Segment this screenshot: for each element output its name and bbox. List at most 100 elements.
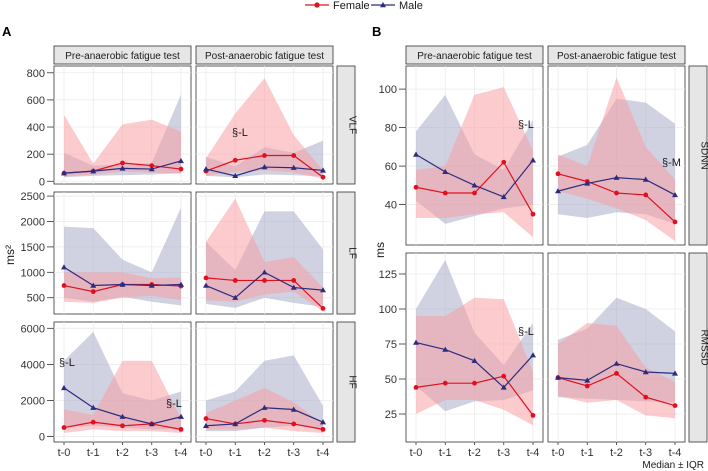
- female-point: [320, 306, 326, 311]
- female-point: [614, 190, 619, 196]
- x-tick-label: t-0: [58, 447, 71, 459]
- x-tick-label: t-3: [287, 447, 300, 459]
- female-point: [472, 190, 477, 196]
- iqr-band-female: [558, 77, 675, 242]
- legend-male-marker: [380, 2, 386, 8]
- x-tick-label: t-4: [175, 447, 188, 459]
- female-point: [291, 153, 297, 158]
- y-tick-label: 2500: [21, 191, 45, 203]
- female-point: [120, 160, 125, 166]
- x-tick-label: t-1: [229, 447, 242, 459]
- male-point: [555, 188, 561, 194]
- female-point: [320, 174, 326, 180]
- facet-vlf-post: §-L: [195, 65, 334, 185]
- male-point: [613, 174, 620, 180]
- male-point: [672, 191, 678, 198]
- row-strip-label: VLF: [347, 116, 358, 134]
- female-point: [178, 166, 184, 172]
- y-tick-label: 125: [379, 269, 397, 281]
- y-tick-label: 50: [385, 374, 397, 386]
- male-point: [203, 422, 209, 428]
- female-point: [472, 380, 477, 386]
- male-point: [148, 166, 155, 172]
- male-point: [442, 346, 449, 352]
- panel-a-tag: A: [2, 24, 12, 39]
- female-point: [413, 184, 419, 190]
- male-point: [232, 172, 239, 179]
- male-point: [613, 360, 620, 366]
- male-point: [261, 269, 268, 275]
- significance-annotation: §-L: [232, 127, 248, 139]
- female-point: [501, 159, 507, 165]
- iqr-band-female: [64, 114, 181, 177]
- iqr-band-female: [558, 323, 675, 419]
- facet-hf-post: t-0 t-1 t-2 t-3 t-4: [195, 321, 334, 459]
- female-point: [178, 426, 184, 432]
- column-strip: [405, 45, 544, 65]
- column-strip-label: Post-anaerobic fatigue test: [205, 51, 324, 62]
- x-tick-label: t-0: [410, 447, 423, 459]
- row-strip: [336, 321, 356, 443]
- male-point: [90, 282, 97, 288]
- row-strip: [688, 252, 708, 443]
- row-strip-label: LF: [347, 247, 358, 259]
- female-point: [120, 423, 125, 429]
- female-point: [555, 171, 561, 177]
- y-tick-label: 4000: [21, 359, 45, 371]
- male-point: [584, 377, 591, 383]
- iqr-band-female: [206, 198, 323, 311]
- female-point: [413, 385, 419, 390]
- male-point: [90, 168, 97, 174]
- male-point: [261, 164, 268, 170]
- male-point: [232, 294, 239, 300]
- male-point: [413, 151, 419, 157]
- male-point: [500, 384, 507, 390]
- panel-a: Pre-anaerobic fatigue test Post-anaerobic…: [21, 45, 358, 459]
- female-point: [442, 380, 448, 386]
- y-tick-label: 1500: [21, 242, 45, 254]
- iqr-band-female: [64, 360, 181, 433]
- female-point: [672, 403, 678, 408]
- y-tick-label: 25: [385, 409, 397, 421]
- male-point: [320, 167, 326, 173]
- male-point: [61, 384, 67, 391]
- female-point: [291, 278, 297, 283]
- male-point: [261, 404, 268, 410]
- row-strip-label: HF: [347, 375, 358, 388]
- facet-sdnn-pre: §-L: [405, 65, 544, 246]
- male-point: [119, 281, 126, 287]
- male-point: [584, 180, 591, 186]
- female-point: [262, 153, 267, 158]
- legend: Female Male: [305, 0, 423, 12]
- x-tick-label: t-0: [200, 447, 213, 459]
- male-point: [203, 282, 209, 288]
- y-tick-label: 6000: [21, 323, 45, 335]
- facet-lf-post: [195, 191, 334, 315]
- male-point: [471, 357, 478, 363]
- y-tick-label: 75: [385, 339, 397, 351]
- x-tick-label: t-1: [581, 447, 594, 459]
- facet-rmssd-pre: §-L t-0 t-1 t-2 t-3 t-4: [405, 252, 544, 459]
- y-tick-label: 2000: [21, 216, 45, 228]
- male-point: [471, 182, 478, 188]
- footnote: Median ± IQR: [642, 460, 704, 471]
- male-point: [119, 165, 126, 171]
- female-point: [61, 425, 67, 430]
- male-point: [203, 166, 209, 172]
- male-point: [530, 157, 536, 163]
- x-tick-label: t-4: [317, 447, 330, 459]
- female-point: [614, 371, 619, 376]
- x-tick-label: t-4: [669, 447, 682, 459]
- y-tick-label: 80: [385, 123, 397, 135]
- x-tick-label: t-4: [527, 447, 540, 459]
- male-point: [148, 282, 155, 288]
- x-tick-label: t-0: [552, 447, 565, 459]
- female-point: [262, 417, 267, 423]
- female-point: [232, 278, 238, 283]
- column-strip-label: Pre-anaerobic fatigue test: [417, 51, 532, 62]
- x-tick-label: t-3: [497, 447, 510, 459]
- facet-vlf-pre: [53, 65, 192, 185]
- column-strip: [547, 45, 686, 65]
- male-point: [148, 420, 155, 427]
